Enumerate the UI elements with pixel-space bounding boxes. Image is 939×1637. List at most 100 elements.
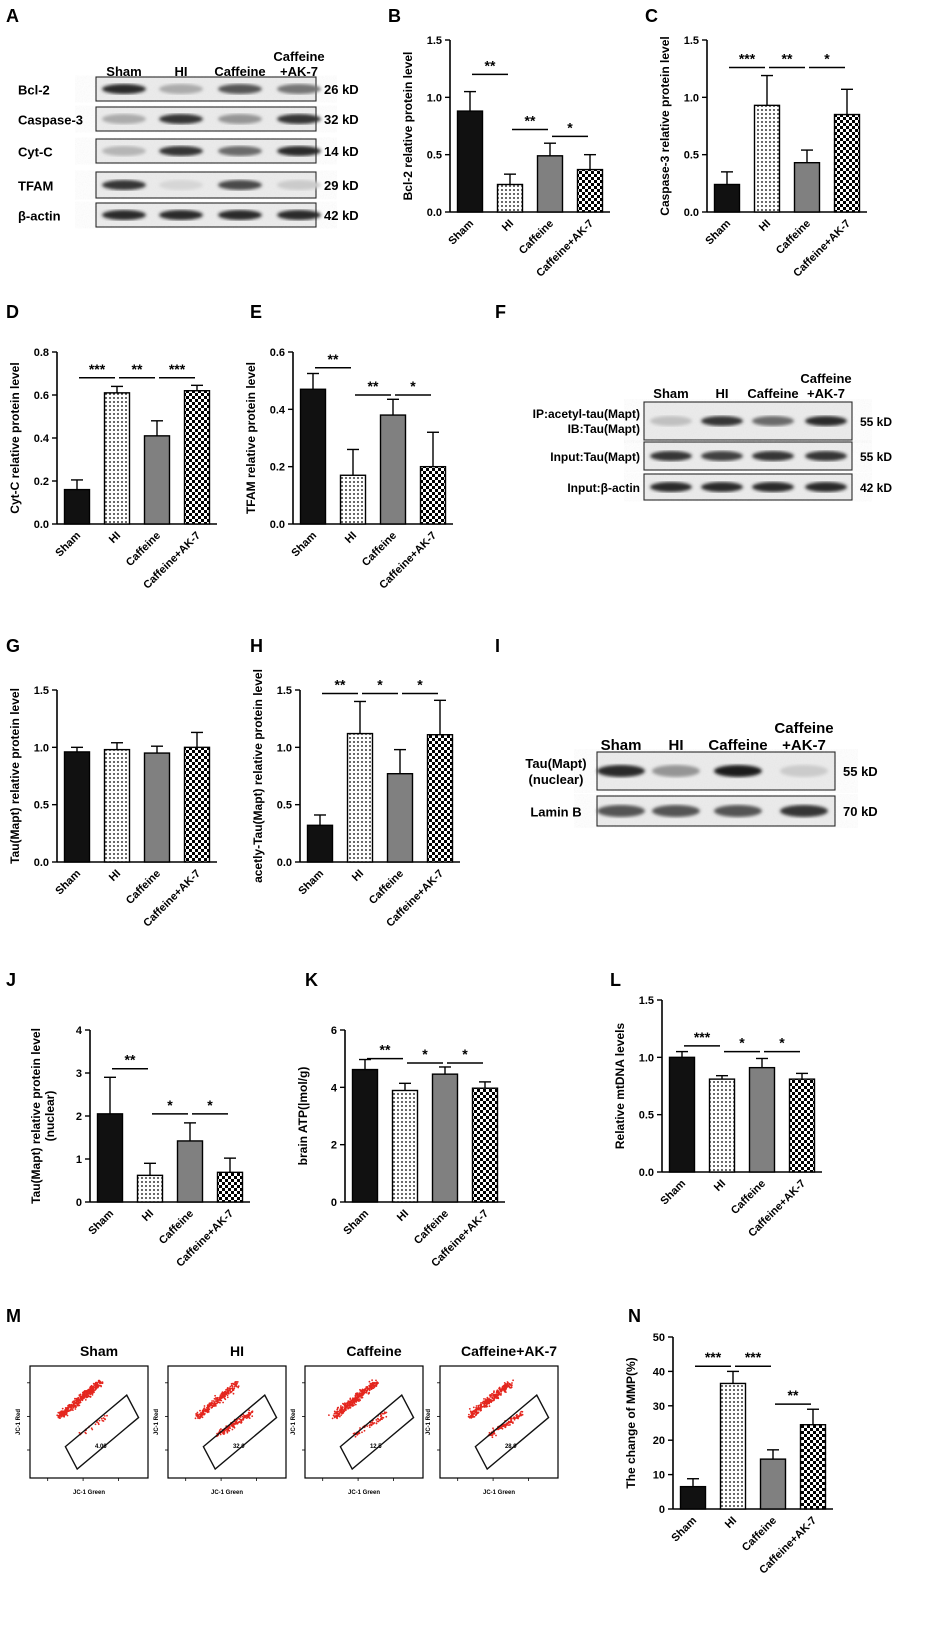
- panel-label-h: H: [250, 636, 263, 656]
- bar-caffeine-ak-7: [419, 465, 447, 525]
- flow-event-dot: [92, 1382, 95, 1385]
- flow-event-dot: [203, 1413, 206, 1416]
- bar-sham: [63, 488, 91, 525]
- y-tick-label: 0: [331, 1197, 337, 1209]
- x-tick-label: Sham: [296, 867, 326, 897]
- lane-label: Sham: [106, 64, 141, 79]
- significance-marker: **: [380, 1042, 391, 1058]
- flow-event-dot: [64, 1410, 67, 1413]
- flow-event-dot: [481, 1401, 484, 1404]
- flow-event-dot: [355, 1393, 358, 1396]
- flow-event-dot: [512, 1422, 514, 1424]
- flow-event-dot: [372, 1422, 374, 1425]
- bar-caffeine-ak-7: [216, 1171, 244, 1203]
- lane-label: Caffeine: [747, 386, 798, 401]
- flow-event-dot: [233, 1386, 236, 1388]
- flow-event-dot: [82, 1397, 85, 1400]
- flow-event-dot: [68, 1410, 71, 1412]
- y-tick-label: 0.0: [427, 207, 442, 219]
- y-tick-label: 30: [653, 1401, 665, 1413]
- flow-x-axis-label: JC-1 Green: [211, 1490, 243, 1496]
- molecular-weight-label: 32 kD: [324, 112, 359, 127]
- flow-event-dot: [484, 1399, 487, 1402]
- blot-panel-f: Sham HI CaffeineCaffeine+AK-7IP:acetyl-tau…: [533, 371, 892, 501]
- flow-event-dot: [506, 1423, 508, 1426]
- y-tick-label: 0.0: [34, 857, 49, 869]
- flow-event-dot: [233, 1423, 235, 1425]
- flow-event-dot: [202, 1409, 205, 1411]
- flow-event-dot: [78, 1431, 81, 1434]
- bar-sham: [96, 1113, 124, 1203]
- y-tick-label: 0.0: [270, 519, 285, 531]
- flow-event-dot: [230, 1424, 233, 1426]
- x-tick-label: Caffeine: [517, 218, 556, 257]
- blot-background: [97, 108, 315, 130]
- flow-event-dot: [516, 1414, 518, 1417]
- significance-marker: **: [328, 351, 339, 367]
- flow-event-dot: [219, 1399, 222, 1402]
- y-tick-label: 1.5: [34, 685, 49, 697]
- flow-event-dot: [357, 1393, 359, 1396]
- flow-event-dot: [468, 1416, 471, 1418]
- flow-event-dot: [237, 1386, 240, 1389]
- lane-label-line2: +AK-7: [782, 737, 826, 754]
- flow-event-dot: [486, 1402, 489, 1405]
- flow-event-dot: [353, 1399, 356, 1402]
- flow-event-dot: [81, 1393, 84, 1396]
- protein-band: [159, 114, 203, 124]
- flow-gate: [64, 1394, 140, 1471]
- flow-event-dot: [199, 1416, 202, 1419]
- flow-event-dot: [221, 1391, 224, 1394]
- y-tick-label: 0.6: [270, 347, 285, 359]
- flow-event-dot: [497, 1396, 499, 1399]
- flow-event-dot: [74, 1405, 77, 1407]
- flow-event-dot: [65, 1412, 68, 1415]
- flow-event-dot: [470, 1417, 473, 1419]
- significance-marker: **: [788, 1387, 799, 1403]
- flow-event-dot: [215, 1400, 217, 1402]
- y-tick-label: 0.5: [34, 800, 49, 812]
- y-tick-label: 0: [76, 1197, 82, 1209]
- flow-event-dot: [210, 1406, 213, 1409]
- bar-hi: [103, 748, 131, 863]
- x-tick-label: Sham: [341, 1207, 371, 1237]
- y-tick-label: 0.5: [639, 1110, 654, 1122]
- flow-event-dot: [334, 1410, 336, 1413]
- protein-band: [277, 84, 321, 94]
- flow-event-dot: [517, 1415, 520, 1417]
- flow-event-dot: [507, 1424, 510, 1426]
- panel-label-d: D: [6, 302, 19, 322]
- flow-event-dot: [218, 1397, 221, 1399]
- flow-event-dot: [502, 1389, 504, 1392]
- flow-event-dot: [368, 1380, 371, 1383]
- flow-event-dot: [509, 1386, 511, 1389]
- y-tick-label: 1.5: [277, 685, 292, 697]
- x-tick-label: HI: [107, 868, 123, 884]
- flow-event-dot: [343, 1408, 346, 1411]
- flow-event-dot: [72, 1406, 75, 1409]
- flow-plot-title: Caffeine: [346, 1343, 401, 1359]
- x-tick-label: Sham: [53, 529, 83, 559]
- flow-event-dot: [226, 1392, 229, 1394]
- y-tick-label: 6: [331, 1025, 337, 1037]
- x-tick-label: Sham: [703, 217, 733, 247]
- flow-event-dot: [95, 1381, 98, 1384]
- protein-band: [159, 84, 203, 94]
- flow-event-dot: [495, 1393, 498, 1396]
- flow-event-dot: [332, 1414, 335, 1417]
- flow-gate-percentage: 32.0: [233, 1444, 245, 1450]
- x-tick-label: Caffeine: [729, 1178, 768, 1217]
- lane-label-line2: +AK-7: [807, 386, 845, 401]
- significance-marker: **: [335, 676, 346, 692]
- y-tick-label: 2: [76, 1111, 82, 1123]
- flow-event-dot: [198, 1413, 201, 1416]
- flow-event-dot: [75, 1397, 78, 1400]
- protein-band: [102, 180, 146, 190]
- bar-caffeine: [379, 414, 407, 525]
- flow-event-dot: [375, 1422, 378, 1425]
- flow-event-dot: [502, 1425, 505, 1427]
- flow-event-dot: [471, 1410, 474, 1413]
- flow-event-dot: [363, 1389, 365, 1392]
- blot-row-label: Cyt-C: [18, 145, 53, 160]
- bar-caffeine-ak-7: [576, 168, 604, 213]
